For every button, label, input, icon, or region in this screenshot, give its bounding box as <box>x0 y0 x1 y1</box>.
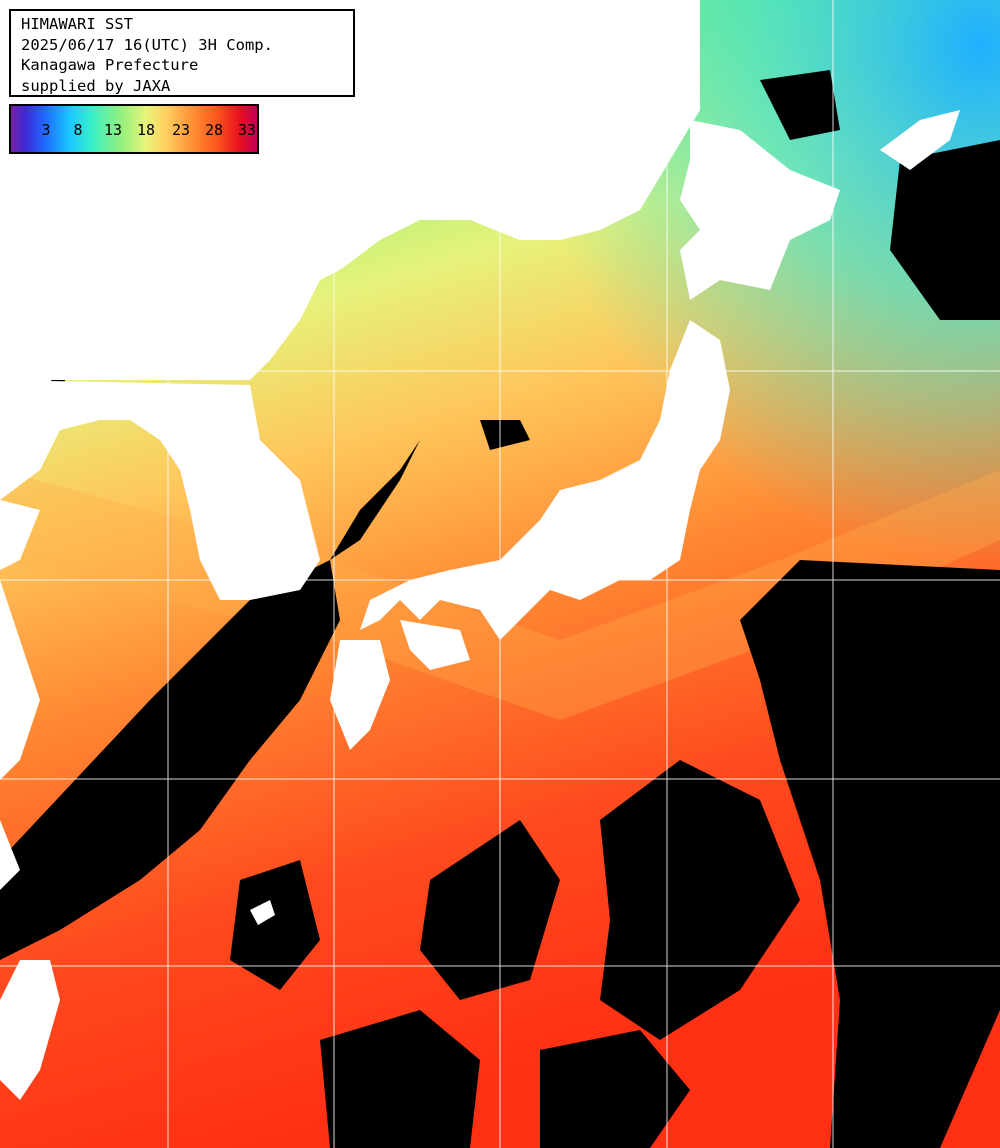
legend-tick: 33 <box>237 121 257 139</box>
title-line-2: 2025/06/17 16(UTC) 3H Comp. <box>21 35 273 54</box>
color-scale-legend: 3 8 13 18 23 28 33 <box>9 104 259 154</box>
title-line-1: HIMAWARI SST <box>21 15 133 33</box>
longitude-label: 140E <box>666 4 682 40</box>
legend-tick: 3 <box>41 121 51 139</box>
title-line-3: Kanagawa Prefecture <box>21 56 199 74</box>
legend-tick: 18 <box>136 121 156 139</box>
cloud-mask <box>0 70 1000 1148</box>
legend-tick: 8 <box>73 121 83 139</box>
latitude-label: 40N <box>8 352 37 368</box>
title-line-4: supplied by JAXA <box>21 76 171 95</box>
title-box: HIMAWARI SST 2025/06/17 16(UTC) 3H Comp.… <box>9 9 355 97</box>
legend-tick: 13 <box>103 121 123 139</box>
legend-tick: 23 <box>171 121 191 139</box>
legend-tick: 28 <box>204 121 224 139</box>
